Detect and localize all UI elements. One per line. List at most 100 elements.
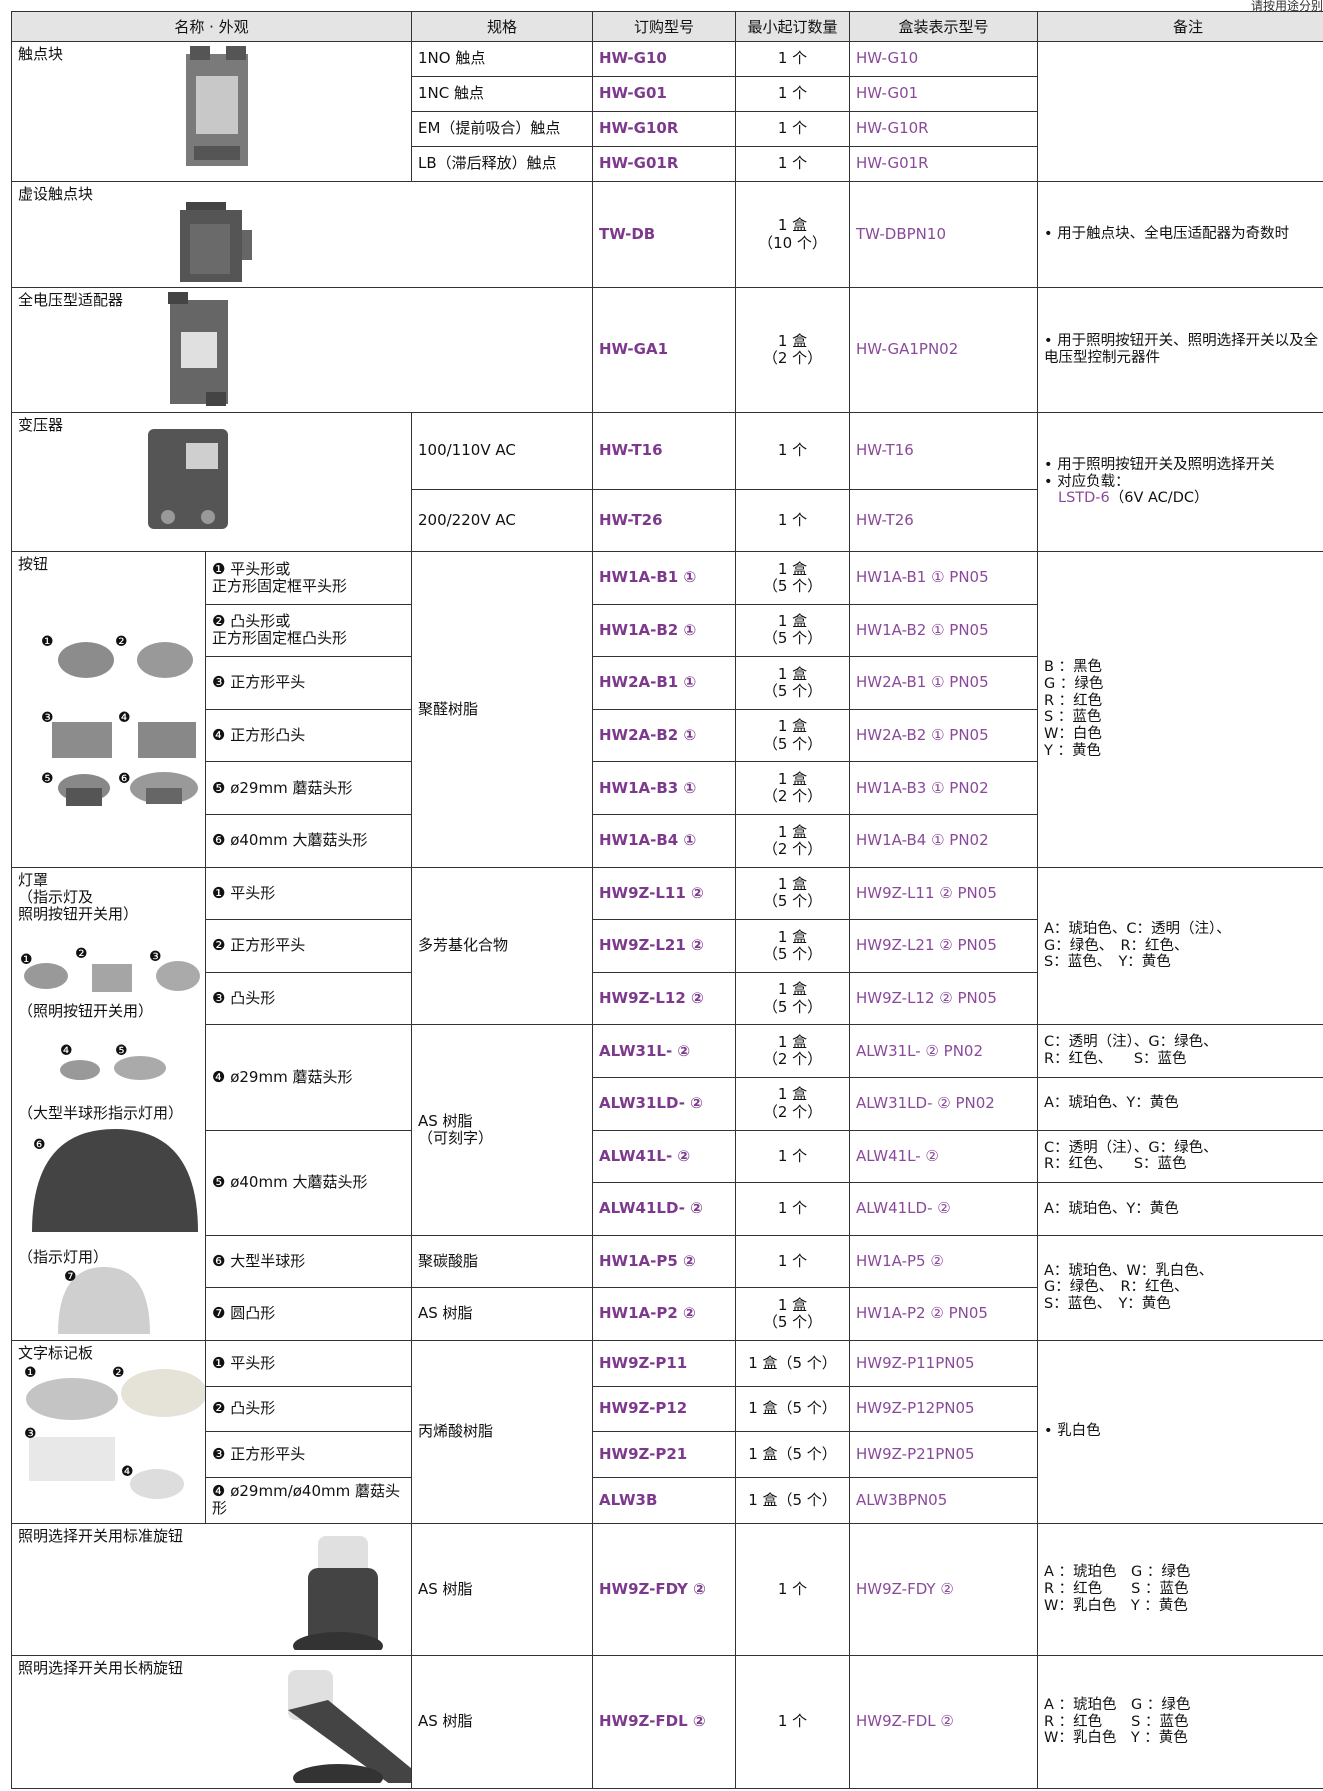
image-label: ❶ xyxy=(20,951,33,968)
spec: ❸ 正方形平头 xyxy=(205,656,412,710)
item-image-box: 按钮 ❶ ❷ ❸ ❹ ❺ ❻ xyxy=(18,555,199,862)
image-shape xyxy=(293,1631,383,1651)
item-name: 虚设触点块 xyxy=(11,181,593,288)
min-qty: 1 盒（5 个） xyxy=(735,1431,850,1478)
item-name-text: 全电压型适配器 xyxy=(18,291,124,309)
min-qty: 1 盒 （5 个） xyxy=(735,971,850,1026)
spec: ❹ ø29mm/ø40mm 蘑菇头形 xyxy=(205,1476,412,1524)
pack-model: HW1A-P2 ② PN05 xyxy=(849,1287,1038,1341)
order-model: HW2A-B2 ① xyxy=(592,708,736,763)
image-shape xyxy=(66,788,102,806)
remark: C：透明（注）、G：绿色、 R：红色、 S：蓝色 xyxy=(1037,1129,1323,1184)
pack-model: HW1A-B1 ① PN05 xyxy=(849,551,1038,605)
item-name: 触点块 xyxy=(11,41,412,182)
column-header: 盒装表示型号 xyxy=(849,11,1038,42)
item-name-text: 按钮 xyxy=(18,555,49,573)
remark: • 用于照明按钮开关及照明选择开关 • 对应负载： LSTD-6（6V AC/DC… xyxy=(1037,412,1323,552)
item-name: 变压器 xyxy=(11,412,412,552)
column-header: 名称 · 外观 xyxy=(11,11,412,42)
spec: ❹ ø29mm 蘑菇头形 xyxy=(205,1024,412,1131)
item-image xyxy=(288,1670,411,1783)
item-name-text: 文字标记板 xyxy=(18,1343,94,1362)
pack-model: HW9Z-P11PN05 xyxy=(849,1339,1038,1387)
item-image xyxy=(180,202,252,282)
item-image-box: 变压器 xyxy=(18,416,405,546)
image-shape xyxy=(52,722,112,758)
pack-model: HW-GA1PN02 xyxy=(849,287,1038,413)
spec: AS 树脂 xyxy=(411,1522,593,1657)
image-label: ❸ xyxy=(24,1425,37,1442)
remark: B ：黑色 G ：绿色 R ：红色 S ：蓝色 W：白色 Y ：黄色 xyxy=(1037,551,1323,868)
min-qty: 1 个 xyxy=(735,76,850,112)
item-image-box: 照明选择开关用标准旋钮 xyxy=(18,1526,405,1651)
material: AS 树脂 xyxy=(411,1287,593,1341)
remark: A：琥珀色、C：透明（注）、 G：绿色、 R：红色、 S：蓝色、 Y：黄色 xyxy=(1037,866,1323,1026)
image-shape xyxy=(288,1700,411,1783)
remark: A：琥珀色、Y：黄色 xyxy=(1037,1076,1323,1131)
item-image-box: 触点块 xyxy=(18,45,405,176)
spec: AS 树脂 xyxy=(411,1655,593,1789)
min-qty: 1 盒（5 个） xyxy=(735,1385,850,1433)
pack-model: HW9Z-FDL ② xyxy=(849,1655,1038,1789)
image-label: ❹ xyxy=(121,1463,134,1480)
min-qty: 1 盒 （2 个） xyxy=(735,1076,850,1131)
pack-model: HW9Z-L12 ② PN05 xyxy=(849,971,1038,1026)
item-name-text: 虚设触点块 xyxy=(18,185,94,203)
image-shape xyxy=(201,510,215,524)
item-name: 文字标记板 ❶ ❷ ❸ ❹ xyxy=(11,1339,206,1524)
min-qty: 1 盒 （5 个） xyxy=(735,866,850,921)
min-qty: 1 盒 （2 个） xyxy=(735,287,850,413)
pack-model: HW-G01 xyxy=(849,76,1038,112)
min-qty: 1 个 xyxy=(735,111,850,147)
pack-model: HW1A-B4 ① PN02 xyxy=(849,813,1038,868)
remark: A：琥珀色、Y：黄色 xyxy=(1037,1182,1323,1236)
remark: • 用于照明按钮开关、照明选择开关以及全电压型控制元器件 xyxy=(1037,287,1323,413)
pack-model: HW9Z-L11 ② PN05 xyxy=(849,866,1038,921)
image-label: ❻ xyxy=(118,771,131,787)
order-model: HW-G10R xyxy=(592,111,736,147)
order-model: HW9Z-L12 ② xyxy=(592,971,736,1026)
item-name: 全电压型适配器 xyxy=(11,287,593,413)
column-header: 最小起订数量 xyxy=(735,11,850,42)
min-qty: 1 个 xyxy=(735,1129,850,1184)
table-row: 灯罩 （指示灯及 照明按钮开关用） ❶ ❷ ❸ ❹ ❺ ❻ ❼ （照明按钮开关用） （大型半球形指… xyxy=(11,866,1323,1341)
spec: ❷ 凸头形 xyxy=(205,1385,412,1433)
pack-model: HW2A-B1 ① PN05 xyxy=(849,656,1038,710)
pack-model: ALW31L- ② PN02 xyxy=(849,1024,1038,1078)
item-image xyxy=(24,960,200,1334)
spec: ❻ ø40mm 大蘑菇头形 xyxy=(205,813,412,868)
remark: A ：琥珀色 G ：绿色 R ：红色 S ：蓝色 W：乳白色 Y ：黄色 xyxy=(1037,1655,1323,1789)
spec: ❼ 圆凸形 xyxy=(205,1287,412,1341)
pack-model: HW-T16 xyxy=(849,412,1038,490)
min-qty: 1 盒 （5 个） xyxy=(735,603,850,658)
image-shape xyxy=(24,962,68,989)
item-name-text: 照明选择开关用标准旋钮 xyxy=(18,1526,184,1545)
table-row: LB（滞后释放）触点 HW-G01R 1 个 HW-G01R xyxy=(12,146,1323,182)
order-model: TW-DB xyxy=(592,181,736,288)
pack-model: HW9Z-P12PN05 xyxy=(849,1385,1038,1433)
min-qty: 1 个 xyxy=(735,1182,850,1236)
remark-text: • 用于照明按钮开关及照明选择开关 • 对应负载： xyxy=(1044,456,1275,490)
item-image xyxy=(148,429,228,529)
image-shape xyxy=(137,642,193,678)
image-label: ❸ xyxy=(41,710,54,726)
image-label: ❻ xyxy=(33,1136,46,1153)
table-row: 虚设触点块 TW-DB 1 盒 （10 个） TW-DBPN10 • 用于触点块、全电压… xyxy=(11,181,1323,288)
item-name: 灯罩 （指示灯及 照明按钮开关用） ❶ ❷ ❸ ❹ ❺ ❻ ❼ （照明按钮开关用） （大型半球形指… xyxy=(11,866,206,1341)
item-image-box: 照明选择开关用长柄旋钮 xyxy=(18,1660,411,1783)
spec: 200/220V AC xyxy=(411,489,593,552)
pack-model: HW1A-P5 ② xyxy=(849,1234,1038,1289)
order-model: HW-T26 xyxy=(592,489,736,552)
order-model: ALW31LD- ② xyxy=(592,1076,736,1131)
spec: ❶ 平头形或 正方形固定框平头形 xyxy=(205,551,412,605)
item-image xyxy=(293,1535,383,1651)
product-table: 名称 · 外观 规格 订购型号 最小起订数量 盒装表示型号 备注 触点块 1NO … xyxy=(11,11,1323,1789)
min-qty: 1 个 xyxy=(735,489,850,552)
pack-model: HW9Z-P21PN05 xyxy=(849,1431,1038,1478)
